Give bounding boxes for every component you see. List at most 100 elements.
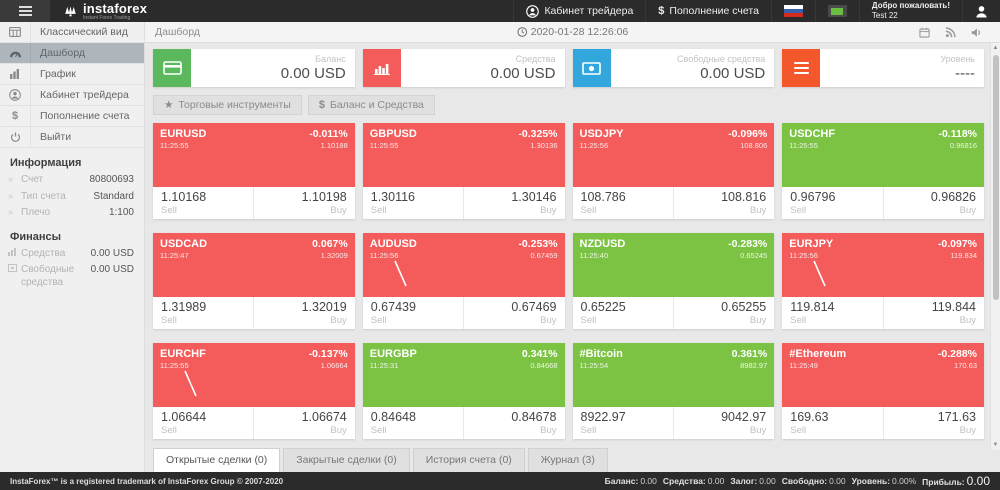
- buy-button[interactable]: 0.65255 Buy: [674, 297, 774, 329]
- sell-label: Sell: [580, 425, 597, 436]
- bottom-tabs: Открытые сделки (0) Закрытые сделки (0) …: [145, 448, 1000, 472]
- instrument-tile[interactable]: USDJPY 11:25:56 -0.096% 108.806 108.786 …: [572, 123, 775, 219]
- scroll-down-arrow[interactable]: ▼: [992, 442, 999, 448]
- sell-button[interactable]: 169.63 Sell: [782, 407, 884, 439]
- buy-button[interactable]: 1.06674 Buy: [254, 407, 354, 439]
- sell-button[interactable]: 8922.97 Sell: [573, 407, 674, 439]
- sell-button[interactable]: 1.31989 Sell: [153, 297, 255, 329]
- footer-stat-profit: Прибыль: 0.00: [922, 474, 990, 488]
- clock-icon: [516, 27, 527, 37]
- sell-price: 0.67439: [370, 300, 416, 314]
- instrument-tile[interactable]: AUDUSD 11:25:56 -0.253% 0.67459 0.67439 …: [362, 233, 565, 329]
- buy-button[interactable]: 0.96826 Buy: [884, 187, 984, 219]
- sidebar-item-logout[interactable]: Выйти: [0, 127, 144, 148]
- scroll-up-arrow[interactable]: ▲: [992, 45, 999, 51]
- sell-button[interactable]: 1.30116 Sell: [363, 187, 465, 219]
- buy-button[interactable]: 0.67469 Buy: [464, 297, 564, 329]
- tab-journal[interactable]: Журнал (3): [527, 448, 608, 472]
- buy-label: Buy: [749, 315, 767, 326]
- instrument-tile[interactable]: GBPUSD 11:25:55 -0.325% 1.30136 1.30116 …: [362, 123, 565, 219]
- buy-button[interactable]: 0.84678 Buy: [464, 407, 564, 439]
- instrument-price: 1.30136: [530, 141, 558, 150]
- language-flag-russia[interactable]: [770, 0, 815, 22]
- language-flag-alt[interactable]: [814, 0, 859, 22]
- sell-label: Sell: [790, 315, 807, 326]
- sidebar-item-deposit[interactable]: $ Пополнение счета: [0, 106, 144, 127]
- info-value: 80800693: [89, 174, 135, 185]
- footer-stat: Свободно: 0.00: [781, 476, 846, 486]
- avatar-icon: [975, 5, 988, 18]
- sidebar-section-info: Информация: [10, 157, 82, 169]
- profile-avatar-button[interactable]: [962, 0, 1000, 22]
- tab-account-history[interactable]: История счета (0): [412, 448, 525, 472]
- tab-open-trades[interactable]: Открытые сделки (0): [153, 448, 281, 472]
- instrument-tile[interactable]: EURUSD 11:25:55 -0.011% 1.10188 1.10168 …: [153, 123, 355, 219]
- buy-label: Buy: [540, 205, 557, 216]
- instrument-tile-header: EURUSD 11:25:55 -0.011% 1.10188: [153, 123, 355, 187]
- banknote-icon: [572, 49, 611, 87]
- sell-button[interactable]: 1.10168 Sell: [153, 187, 255, 219]
- sell-button[interactable]: 119.814 Sell: [782, 297, 884, 329]
- instrument-tile[interactable]: EURCHF 11:25:55 -0.137% 1.06664 1.06644 …: [153, 343, 355, 439]
- sell-button[interactable]: 108.786 Sell: [573, 187, 674, 219]
- calendar-icon[interactable]: [919, 27, 930, 38]
- sell-button[interactable]: 1.06644 Sell: [153, 407, 255, 439]
- instrument-tile[interactable]: EURJPY 11:25:56 -0.097% 119.834 119.814 …: [782, 233, 984, 329]
- sell-button[interactable]: 0.67439 Sell: [363, 297, 465, 329]
- topnav-deposit[interactable]: $ Пополнение счета: [645, 0, 771, 22]
- datetime-text: 2020-01-28 12:26:06: [530, 26, 629, 38]
- mini-grid-icon: [8, 264, 21, 272]
- megaphone-icon[interactable]: [971, 27, 982, 38]
- buy-button[interactable]: 9042.97 Buy: [674, 407, 774, 439]
- sidebar-toggle-button[interactable]: [0, 0, 50, 22]
- instrument-tile[interactable]: NZDUSD 11:25:40 -0.283% 0.65245 0.65225 …: [572, 233, 775, 329]
- trading-instruments-button[interactable]: ★ Торговые инструменты: [153, 95, 302, 115]
- scrollbar-thumb[interactable]: [992, 55, 999, 300]
- instrument-price: 0.84668: [530, 361, 558, 370]
- instrument-change-percent: -0.118%: [938, 128, 977, 140]
- instrument-tile[interactable]: EURGBP 11:25:31 0.341% 0.84668 0.84648 S…: [362, 343, 565, 439]
- buy-button[interactable]: 108.816 Buy: [674, 187, 774, 219]
- topnav-trader-cabinet[interactable]: Кабинет трейдера: [513, 0, 645, 22]
- info-row-leverage: » Плечо 1:100: [0, 205, 144, 222]
- balance-funds-button[interactable]: $ Баланс и Средства: [307, 95, 435, 115]
- sidebar-item-trader-cabinet[interactable]: Кабинет трейдера: [0, 85, 144, 106]
- buy-button[interactable]: 1.10198 Buy: [254, 187, 354, 219]
- stat-label: Свободные средства: [677, 54, 766, 64]
- instrument-tile[interactable]: #Ethereum 11:25:49 -0.288% 170.63 169.63…: [782, 343, 984, 439]
- buy-button[interactable]: 171.63 Buy: [884, 407, 984, 439]
- sell-label: Sell: [161, 425, 177, 436]
- sell-button[interactable]: 0.84648 Sell: [363, 407, 465, 439]
- instaforex-logo-icon: [63, 4, 78, 18]
- buy-button[interactable]: 1.32019 Buy: [254, 297, 354, 329]
- sell-price: 8922.97: [580, 410, 626, 424]
- sell-button[interactable]: 0.96796 Sell: [782, 187, 884, 219]
- instrument-change-percent: -0.096%: [728, 128, 768, 140]
- buy-button[interactable]: 1.30146 Buy: [464, 187, 564, 219]
- instrument-tile[interactable]: #Bitcoin 11:25:54 0.361% 8982.97 8922.97…: [572, 343, 775, 439]
- stat-value: ----: [955, 65, 975, 82]
- buy-price: 0.96826: [930, 190, 976, 204]
- chevron-right-icon: »: [8, 190, 14, 201]
- instrument-tile[interactable]: USDCAD 11:25:47 0.067% 1.32009 1.31989 S…: [153, 233, 355, 329]
- sell-label: Sell: [580, 205, 597, 216]
- sidebar-item-classic-view[interactable]: Классический вид: [0, 22, 144, 43]
- buy-price: 0.84678: [511, 410, 557, 424]
- instaforex-logo[interactable]: instaforex Instant Forex Trading: [63, 0, 147, 22]
- sidebar-item-chart[interactable]: График: [0, 64, 144, 85]
- buy-button[interactable]: 119.844 Buy: [884, 297, 984, 329]
- info-value: Standard: [93, 190, 134, 202]
- instrument-tile[interactable]: USDCHF 11:25:55 -0.118% 0.96816 0.96796 …: [782, 123, 984, 219]
- sidebar-item-dashboard[interactable]: Дашборд: [0, 43, 144, 64]
- scrollbar[interactable]: ▲ ▼: [990, 43, 1000, 450]
- footer-stat: Уровень: 0.00%: [851, 476, 917, 486]
- instrument-name: USDCHF: [789, 128, 836, 140]
- footer: InstaForex™ is a registered trademark of…: [0, 472, 1000, 490]
- buy-label: Buy: [749, 425, 767, 436]
- bar-chart-icon: [362, 49, 401, 87]
- sell-button[interactable]: 0.65225 Sell: [573, 297, 674, 329]
- sell-label: Sell: [790, 205, 807, 216]
- rss-icon[interactable]: [945, 26, 956, 38]
- toolbar: ★ Торговые инструменты $ Баланс и Средст…: [153, 95, 992, 115]
- tab-closed-trades[interactable]: Закрытые сделки (0): [283, 448, 410, 472]
